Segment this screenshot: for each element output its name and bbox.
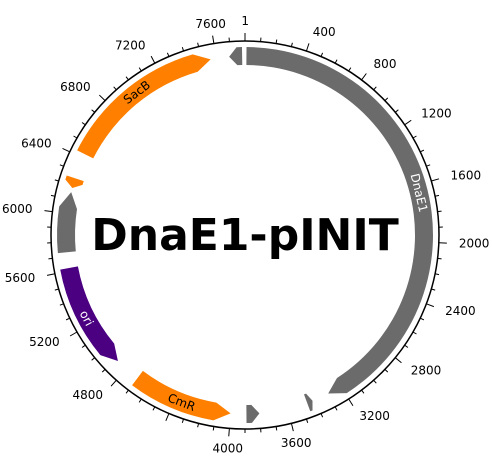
tick-label: 6800: [60, 80, 91, 94]
tick-label: 3200: [359, 409, 390, 423]
tick-label: 6400: [21, 136, 52, 150]
tick-label: 800: [374, 57, 397, 71]
tick-mark: [150, 55, 156, 64]
feature-CmR: [132, 370, 231, 421]
feature-ori: [60, 266, 118, 362]
tick-mark: [290, 423, 294, 432]
feature-small-3450: [304, 393, 313, 412]
tick-label: 3600: [281, 436, 312, 450]
feature-small-3850: [246, 404, 260, 423]
tick-mark: [426, 303, 435, 308]
tick-mark: [110, 379, 117, 387]
tick-mark: [431, 178, 440, 182]
tick-label: 2000: [459, 237, 490, 251]
tick-mark: [228, 428, 230, 437]
tick-mark: [394, 357, 402, 364]
feature-label-ori: ori: [77, 308, 97, 328]
tick-mark: [44, 210, 53, 213]
plasmid-title: DnaE1-pINIT: [91, 210, 399, 261]
tick-label: 4800: [73, 388, 104, 402]
tick-mark: [46, 273, 56, 276]
tick-label: 1600: [451, 168, 482, 182]
tick-mark: [305, 43, 310, 52]
tick-label: 4000: [213, 441, 244, 455]
feature-gray-5700: [57, 192, 77, 254]
tick-label: 2400: [445, 304, 476, 318]
feature-small-7700: [229, 47, 243, 66]
feature-DnaE1: [246, 47, 433, 394]
tick-labels: 1 400 800 1200 1600 2000 2400 2800 3200 3600 4000 4…: [2, 14, 489, 455]
tick-mark: [165, 413, 170, 422]
tick-label: 1200: [421, 106, 452, 120]
tick-mark: [361, 73, 367, 81]
tick-label: 7600: [195, 17, 226, 31]
tick-label: 400: [313, 25, 336, 39]
backbone-circle: [50, 40, 440, 430]
feature-small-6200: [65, 175, 84, 188]
tick-mark: [69, 331, 78, 337]
tick-mark: [62, 147, 70, 153]
tick-label: 5200: [29, 335, 60, 349]
tick-mark: [98, 94, 106, 101]
tick-mark: [404, 119, 412, 126]
tick-label: 5600: [5, 271, 36, 285]
tick-label: 7200: [115, 39, 146, 53]
tick-label: 6000: [2, 202, 33, 216]
tick-label: 1: [241, 14, 249, 28]
tick-mark: [348, 398, 354, 406]
tick-mark: [212, 35, 215, 44]
feature-SacB: [77, 54, 211, 159]
tick-label: 2800: [411, 363, 442, 377]
